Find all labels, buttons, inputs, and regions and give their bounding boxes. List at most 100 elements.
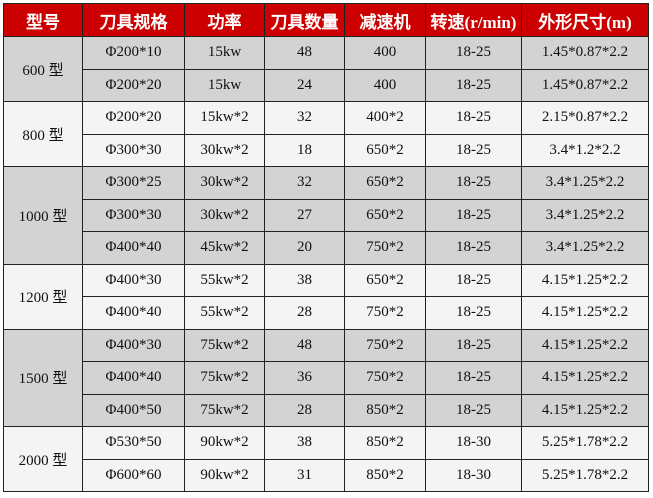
cell-blade-spec: Φ530*50 [82, 426, 185, 460]
cell-reducer: 850*2 [344, 426, 426, 460]
cell-speed: 18-25 [425, 166, 522, 200]
table-row: Φ600*60 90kw*2 31 850*2 18-30 5.25*1.78*2.2 [4, 458, 649, 492]
header-blade-spec: 刀具规格 [82, 3, 185, 37]
cell-dimensions: 4.15*1.25*2.2 [521, 296, 649, 330]
cell-power: 75kw*2 [184, 328, 265, 362]
cell-speed: 18-25 [425, 133, 522, 167]
cell-power: 30kw*2 [184, 166, 265, 200]
cell-blade-count: 24 [264, 68, 345, 102]
cell-speed: 18-25 [425, 231, 522, 265]
cell-power: 15kw [184, 36, 265, 70]
cell-blade-count: 48 [264, 36, 345, 70]
cell-speed: 18-25 [425, 36, 522, 70]
cell-blade-spec: Φ200*20 [82, 101, 185, 135]
cell-reducer: 650*2 [344, 133, 426, 167]
table-row: Φ400*40 55kw*2 28 750*2 18-25 4.15*1.25*2.2 [4, 296, 649, 330]
cell-dimensions: 1.45*0.87*2.2 [521, 36, 649, 70]
table-row: 1500 型 Φ400*30 75kw*2 48 750*2 18-25 4.15*1.25… [3, 328, 649, 427]
cell-blade-count: 20 [264, 231, 345, 265]
cell-reducer: 400*2 [344, 101, 426, 135]
table-row: 1200 型 Φ400*30 55kw*2 38 650*2 18-25 4.15*1.25… [3, 263, 649, 330]
cell-blade-spec: Φ400*50 [82, 393, 185, 427]
cell-reducer: 850*2 [344, 458, 426, 492]
cell-dimensions: 2.15*0.87*2.2 [521, 101, 649, 135]
cell-power: 75kw*2 [184, 393, 265, 427]
table-row: Φ300*30 30kw*2 18 650*2 18-25 3.4*1.2*2.2 [4, 133, 649, 167]
cell-dimensions: 4.15*1.25*2.2 [521, 263, 649, 297]
cell-power: 30kw*2 [184, 133, 265, 167]
cell-blade-count: 27 [264, 198, 345, 232]
table-row: Φ400*40 75kw*2 36 750*2 18-25 4.15*1.25*2.2 [4, 361, 649, 395]
cell-reducer: 750*2 [344, 231, 426, 265]
cell-blade-count: 32 [264, 166, 345, 200]
cell-blade-count: 18 [264, 133, 345, 167]
cell-model: 1200 型 [3, 263, 83, 330]
cell-speed: 18-25 [425, 198, 522, 232]
cell-blade-spec: Φ300*25 [82, 166, 185, 200]
cell-blade-count: 31 [264, 458, 345, 492]
cell-model: 2000 型 [3, 426, 83, 492]
cell-dimensions: 4.15*1.25*2.2 [521, 393, 649, 427]
cell-reducer: 850*2 [344, 393, 426, 427]
cell-power: 75kw*2 [184, 361, 265, 395]
cell-reducer: 650*2 [344, 263, 426, 297]
header-model: 型号 [3, 3, 83, 37]
cell-reducer: 750*2 [344, 361, 426, 395]
header-power: 功率 [184, 3, 265, 37]
cell-speed: 18-30 [425, 426, 522, 460]
cell-blade-count: 36 [264, 361, 345, 395]
cell-dimensions: 3.4*1.25*2.2 [521, 166, 649, 200]
cell-reducer: 400 [344, 36, 426, 70]
cell-blade-count: 38 [264, 426, 345, 460]
cell-blade-spec: Φ300*30 [82, 133, 185, 167]
cell-reducer: 400 [344, 68, 426, 102]
cell-blade-spec: Φ200*20 [82, 68, 185, 102]
cell-power: 90kw*2 [184, 458, 265, 492]
cell-dimensions: 4.15*1.25*2.2 [521, 328, 649, 362]
cell-dimensions: 3.4*1.2*2.2 [521, 133, 649, 167]
cell-blade-spec: Φ400*40 [82, 361, 185, 395]
cell-power: 15kw*2 [184, 101, 265, 135]
cell-blade-count: 28 [264, 393, 345, 427]
cell-model: 1500 型 [3, 328, 83, 427]
header-blade-count: 刀具数量 [264, 3, 345, 37]
cell-power: 55kw*2 [184, 296, 265, 330]
cell-blade-spec: Φ300*30 [82, 198, 185, 232]
cell-power: 90kw*2 [184, 426, 265, 460]
cell-power: 15kw [184, 68, 265, 102]
cell-reducer: 750*2 [344, 296, 426, 330]
cell-speed: 18-25 [425, 328, 522, 362]
cell-dimensions: 5.25*1.78*2.2 [521, 426, 649, 460]
table-row: 800 型 Φ200*20 15kw*2 32 400*2 18-25 2.15*0.87*… [3, 101, 649, 167]
spec-table: 型号 刀具规格 功率 刀具数量 减速机 转速(r/min) 外形尺寸(m) 600 型 Φ20… [3, 3, 649, 492]
cell-model: 600 型 [3, 36, 83, 102]
cell-power: 55kw*2 [184, 263, 265, 297]
cell-speed: 18-25 [425, 296, 522, 330]
cell-speed: 18-25 [425, 361, 522, 395]
cell-speed: 18-25 [425, 68, 522, 102]
cell-speed: 18-25 [425, 263, 522, 297]
cell-model: 800 型 [3, 101, 83, 167]
cell-blade-spec: Φ200*10 [82, 36, 185, 70]
cell-blade-count: 38 [264, 263, 345, 297]
table-row: 1000 型 Φ300*25 30kw*2 32 650*2 18-25 3.4*1.25*… [3, 166, 649, 265]
cell-dimensions: 1.45*0.87*2.2 [521, 68, 649, 102]
cell-power: 45kw*2 [184, 231, 265, 265]
cell-blade-count: 48 [264, 328, 345, 362]
table-row: Φ400*50 75kw*2 28 850*2 18-25 4.15*1.25*2.2 [4, 393, 649, 427]
header-speed: 转速(r/min) [425, 3, 522, 37]
cell-power: 30kw*2 [184, 198, 265, 232]
cell-blade-spec: Φ400*40 [82, 231, 185, 265]
header-row: 型号 刀具规格 功率 刀具数量 减速机 转速(r/min) 外形尺寸(m) [3, 3, 649, 37]
header-reducer: 减速机 [344, 3, 426, 37]
cell-reducer: 650*2 [344, 198, 426, 232]
cell-blade-count: 28 [264, 296, 345, 330]
cell-dimensions: 4.15*1.25*2.2 [521, 361, 649, 395]
cell-speed: 18-25 [425, 101, 522, 135]
table-row: Φ400*40 45kw*2 20 750*2 18-25 3.4*1.25*2.2 [4, 231, 649, 265]
cell-blade-count: 32 [264, 101, 345, 135]
table-row: Φ300*30 30kw*2 27 650*2 18-25 3.4*1.25*2.2 [4, 198, 649, 232]
header-dimensions: 外形尺寸(m) [521, 3, 649, 37]
cell-blade-spec: Φ400*40 [82, 296, 185, 330]
cell-blade-spec: Φ400*30 [82, 328, 185, 362]
